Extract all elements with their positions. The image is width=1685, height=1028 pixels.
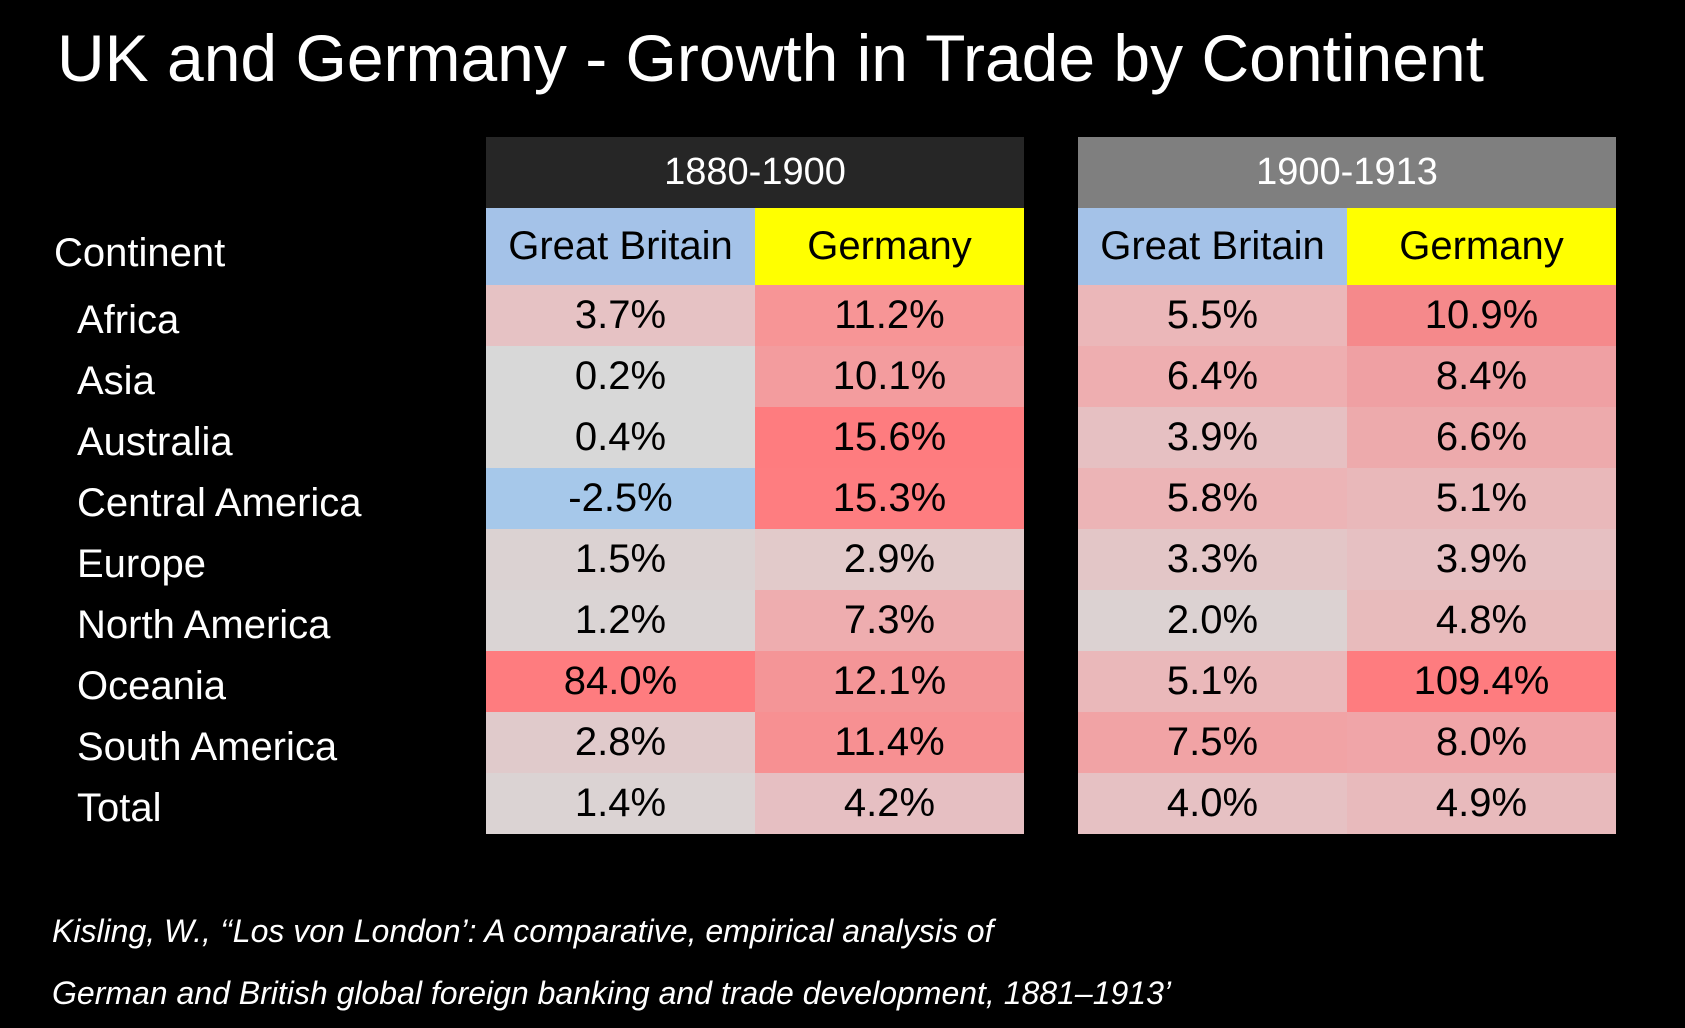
period-header: 1900-1913: [1078, 137, 1616, 208]
gb-cell: -2.5%: [486, 468, 755, 529]
table-row: 3.9% 6.6%: [1078, 407, 1616, 468]
table-row: -2.5% 15.3%: [486, 468, 1024, 529]
continent-label-south-america: South America: [77, 725, 338, 769]
continent-label-asia: Asia: [77, 359, 155, 403]
germany-header: Germany: [1347, 208, 1616, 285]
great-britain-header: Great Britain: [1078, 208, 1347, 285]
de-cell: 10.1%: [755, 346, 1024, 407]
de-cell: 109.4%: [1347, 651, 1616, 712]
gb-cell: 5.1%: [1078, 651, 1347, 712]
gb-cell: 1.2%: [486, 590, 755, 651]
gb-cell: 3.3%: [1078, 529, 1347, 590]
continent-label-oceania: Oceania: [77, 664, 226, 708]
table-1900-1913: 1900-1913 Great Britain Germany 5.5% 10.9…: [1078, 137, 1616, 834]
gb-cell: 2.8%: [486, 712, 755, 773]
country-header-row: Great Britain Germany: [1078, 208, 1616, 285]
de-cell: 7.3%: [755, 590, 1024, 651]
gb-cell: 0.4%: [486, 407, 755, 468]
de-cell: 4.9%: [1347, 773, 1616, 834]
period-header: 1880-1900: [486, 137, 1024, 208]
de-cell: 12.1%: [755, 651, 1024, 712]
de-cell: 5.1%: [1347, 468, 1616, 529]
de-cell: 4.8%: [1347, 590, 1616, 651]
continent-label-africa: Africa: [77, 298, 180, 342]
table-row: 2.8% 11.4%: [486, 712, 1024, 773]
table-row: 0.2% 10.1%: [486, 346, 1024, 407]
table-row: 4.0% 4.9%: [1078, 773, 1616, 834]
table-1880-1900: 1880-1900 Great Britain Germany 3.7% 11.2…: [486, 137, 1024, 834]
de-cell: 8.4%: [1347, 346, 1616, 407]
gb-cell: 1.4%: [486, 773, 755, 834]
slide-title: UK and Germany - Growth in Trade by Cont…: [57, 21, 1484, 95]
continent-label-australia: Australia: [77, 420, 233, 464]
gb-cell: 5.5%: [1078, 285, 1347, 346]
citation-line-2: German and British global foreign bankin…: [52, 975, 1171, 1011]
table-row: 3.7% 11.2%: [486, 285, 1024, 346]
de-cell: 11.4%: [755, 712, 1024, 773]
gb-cell: 5.8%: [1078, 468, 1347, 529]
gb-cell: 3.7%: [486, 285, 755, 346]
table-row: 1.2% 7.3%: [486, 590, 1024, 651]
table-row: 5.1% 109.4%: [1078, 651, 1616, 712]
gb-cell: 0.2%: [486, 346, 755, 407]
de-cell: 15.6%: [755, 407, 1024, 468]
great-britain-header: Great Britain: [486, 208, 755, 285]
continent-label-total: Total: [77, 786, 162, 830]
table-row: 84.0% 12.1%: [486, 651, 1024, 712]
gb-cell: 1.5%: [486, 529, 755, 590]
gb-cell: 84.0%: [486, 651, 755, 712]
country-header-row: Great Britain Germany: [486, 208, 1024, 285]
gb-cell: 2.0%: [1078, 590, 1347, 651]
de-cell: 2.9%: [755, 529, 1024, 590]
gb-cell: 4.0%: [1078, 773, 1347, 834]
table-row: 5.5% 10.9%: [1078, 285, 1616, 346]
de-cell: 11.2%: [755, 285, 1024, 346]
continent-label-north-america: North America: [77, 603, 331, 647]
continent-label-europe: Europe: [77, 542, 206, 586]
continent-row-labels: Africa Asia Australia Central America Eu…: [77, 290, 362, 839]
citation-line-1: Kisling, W., ‘‘Los von London’: A compar…: [52, 913, 994, 949]
table-row: 6.4% 8.4%: [1078, 346, 1616, 407]
gb-cell: 7.5%: [1078, 712, 1347, 773]
table-row: 5.8% 5.1%: [1078, 468, 1616, 529]
table-row: 1.4% 4.2%: [486, 773, 1024, 834]
de-cell: 15.3%: [755, 468, 1024, 529]
de-cell: 3.9%: [1347, 529, 1616, 590]
de-cell: 4.2%: [755, 773, 1024, 834]
gb-cell: 3.9%: [1078, 407, 1347, 468]
germany-header: Germany: [755, 208, 1024, 285]
de-cell: 6.6%: [1347, 407, 1616, 468]
table-row: 2.0% 4.8%: [1078, 590, 1616, 651]
continent-label-central-america: Central America: [77, 481, 362, 525]
gb-cell: 6.4%: [1078, 346, 1347, 407]
continent-column-header: Continent: [54, 231, 226, 275]
table-row: 0.4% 15.6%: [486, 407, 1024, 468]
table-row: 7.5% 8.0%: [1078, 712, 1616, 773]
table-row: 3.3% 3.9%: [1078, 529, 1616, 590]
de-cell: 8.0%: [1347, 712, 1616, 773]
table-row: 1.5% 2.9%: [486, 529, 1024, 590]
de-cell: 10.9%: [1347, 285, 1616, 346]
